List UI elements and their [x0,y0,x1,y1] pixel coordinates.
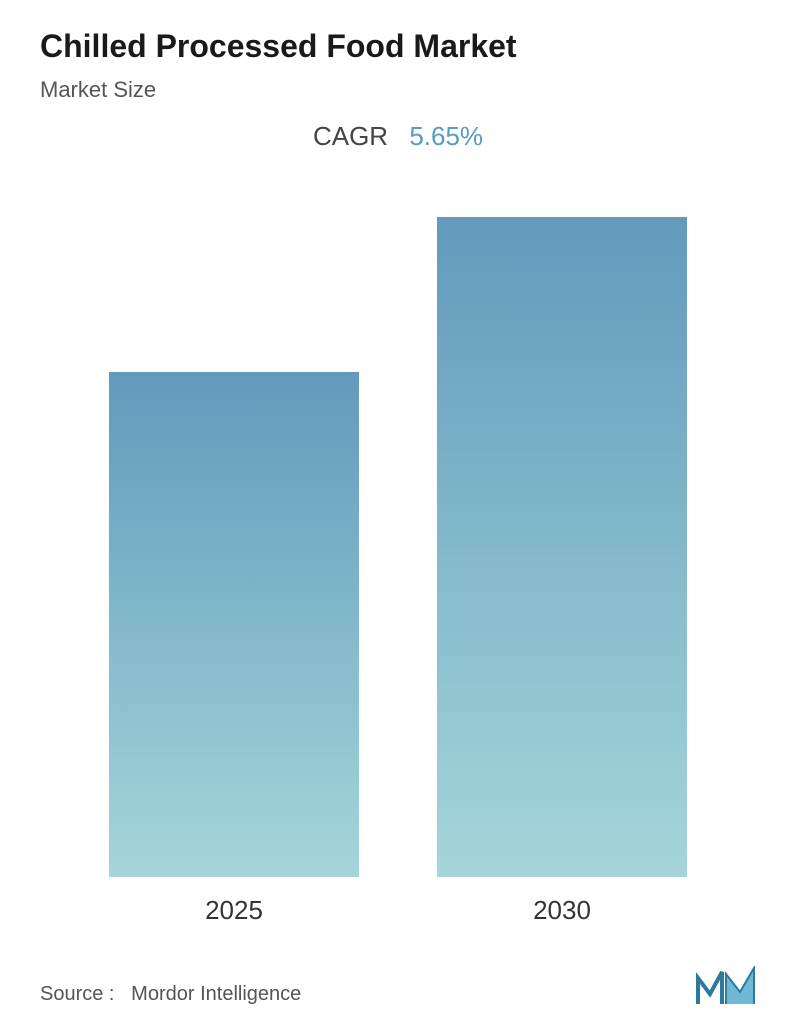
bar-2025 [109,372,359,877]
mordor-logo-icon [696,966,756,1006]
bar-group-1: 2030 [437,217,687,926]
bar-label-2030: 2030 [533,895,591,926]
bar-label-2025: 2025 [205,895,263,926]
footer: Source : Mordor Intelligence [40,936,756,1014]
cagr-label: CAGR [313,121,388,151]
source-name: Mordor Intelligence [131,983,301,1005]
source-label: Source : [40,983,114,1005]
bar-2030 [437,217,687,877]
chart-title: Chilled Processed Food Market [40,28,756,65]
cagr-value: 5.65% [409,121,483,151]
chart-container: Chilled Processed Food Market Market Siz… [0,0,796,1034]
cagr-row: CAGR 5.65% [40,121,756,152]
chart-subtitle: Market Size [40,77,756,103]
bar-group-0: 2025 [109,372,359,926]
bar-chart-area: 2025 2030 [40,192,756,936]
source-text: Source : Mordor Intelligence [40,983,301,1006]
